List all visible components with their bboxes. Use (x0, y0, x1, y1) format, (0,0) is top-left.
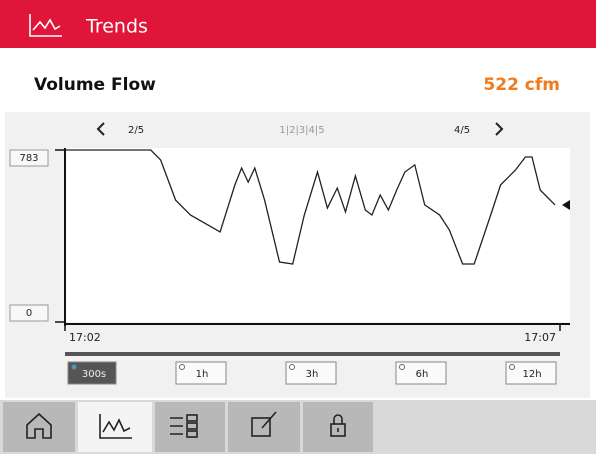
list-icon (170, 414, 198, 438)
radio-dot (399, 364, 405, 370)
y-tick-label: 0 (26, 308, 32, 319)
home-tab[interactable] (3, 402, 75, 452)
pager-next[interactable]: 4/5 (454, 125, 470, 136)
y-tick-label: 783 (19, 153, 38, 164)
time-range-label[interactable]: 6h (416, 369, 429, 380)
plot-area (65, 148, 570, 322)
time-range-label[interactable]: 1h (196, 369, 209, 380)
trend-line (65, 149, 556, 265)
prev-arrow[interactable] (96, 122, 105, 136)
lock-tab[interactable] (303, 402, 373, 452)
edit-tab[interactable] (228, 402, 300, 452)
time-range-label[interactable]: 300s (82, 369, 106, 380)
y-tick-box (9, 149, 49, 167)
time-range-button[interactable] (175, 361, 227, 385)
edit-icon (251, 411, 277, 437)
radio-dot (509, 364, 515, 370)
x-tick-label: 17:02 (69, 331, 101, 344)
next-arrow[interactable] (495, 122, 504, 136)
time-range-label[interactable]: 3h (306, 369, 319, 380)
time-range-button[interactable] (395, 361, 447, 385)
list-tab[interactable] (155, 402, 225, 452)
time-range-label[interactable]: 12h (522, 369, 541, 380)
pager-previous[interactable]: 2/5 (128, 125, 144, 136)
header-bar (0, 0, 596, 48)
bottom-nav (0, 400, 596, 454)
time-range-button[interactable] (505, 361, 557, 385)
measurement-value: 522 cfm (483, 75, 560, 95)
pager-pages: 1|2|3|4|5 (279, 125, 324, 136)
radio-dot (289, 364, 295, 370)
radio-dot (179, 364, 185, 370)
current-marker (562, 200, 570, 210)
range-bar (65, 352, 560, 356)
trends-nav-icon (99, 414, 132, 439)
header-title: Trends (85, 16, 148, 38)
time-range-button[interactable] (67, 361, 117, 385)
measurement-name: Volume Flow (34, 75, 156, 95)
time-range-button[interactable] (285, 361, 337, 385)
trend-icon (29, 14, 62, 37)
lock-icon (330, 414, 346, 437)
radio-dot (71, 364, 77, 370)
home-icon (26, 412, 52, 439)
y-tick-box (9, 304, 49, 322)
x-tick-label: 17:07 (524, 331, 556, 344)
